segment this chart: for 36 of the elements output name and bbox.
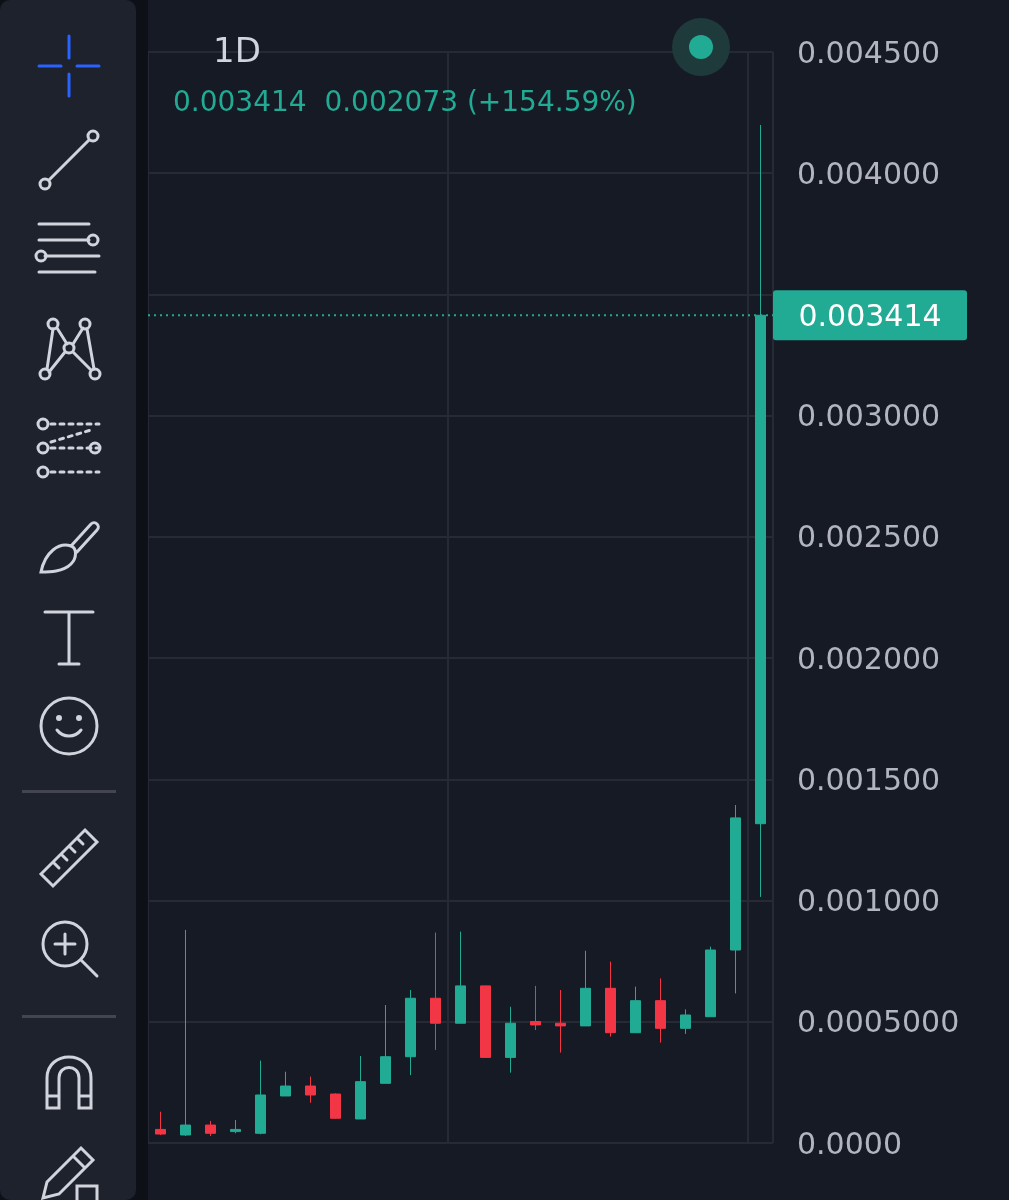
candlestick [555,989,566,1054]
y-tick-label: 0.004000 [797,155,941,191]
ref-line-label: 0.003414 [798,297,942,333]
candlestick [230,1119,241,1134]
candlestick [455,931,466,1024]
y-tick-label: 0.003000 [797,398,941,434]
candlestick [205,1120,216,1137]
candlestick [380,1004,391,1084]
candlestick [705,946,716,1018]
candlestick [305,1076,316,1104]
y-tick-label: 0.001500 [797,761,941,797]
candlestick [280,1071,291,1097]
candlestick [630,986,641,1034]
y-tick-label: 0.002500 [797,519,941,555]
y-tick-label: 0.0000 [797,1125,902,1161]
candlestick [580,950,591,1027]
y-tick-label: 0.002000 [797,640,941,676]
candlestick [655,977,666,1044]
chart-title: 1D [213,30,261,70]
candlestick [730,804,741,994]
candlestick [330,1092,341,1120]
candlestick [605,961,616,1038]
candlestick [155,1111,166,1136]
text: 0.003414 0.002073 (+154.59%) [173,84,637,118]
candlestick [180,929,191,1137]
candlestick [530,985,541,1031]
candlestick [355,1055,366,1120]
candlestick [505,1006,516,1074]
candlestick [680,1008,691,1035]
candlestick [405,989,416,1076]
candlestick [255,1060,266,1135]
y-tick-label: 0.001000 [797,883,941,919]
candlestick [480,985,491,1058]
candlestick [430,932,441,1051]
y-tick-label: 0.004500 [797,34,941,70]
y-tick-label: 0.0005000 [797,1004,960,1040]
